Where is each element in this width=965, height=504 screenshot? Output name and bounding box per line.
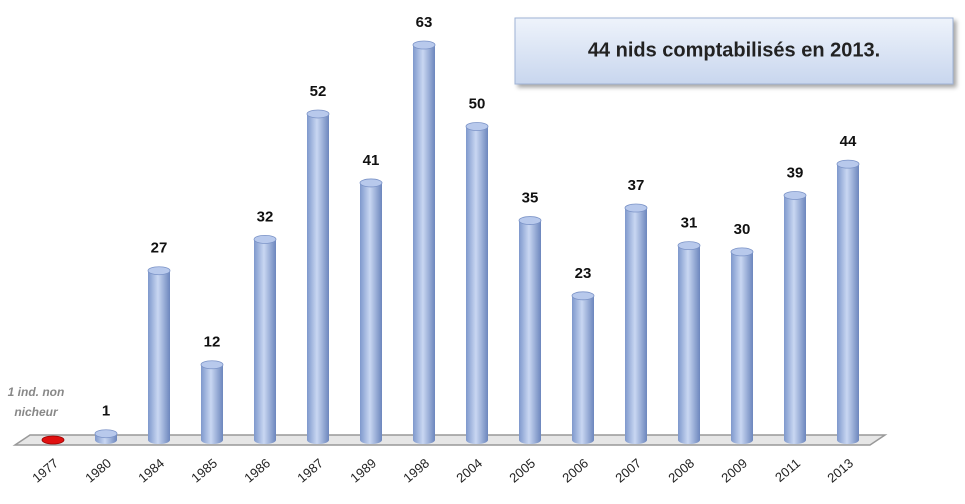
floor <box>12 434 888 446</box>
x-tick-label: 1998 <box>400 455 432 485</box>
bar-top <box>412 40 436 50</box>
bar <box>678 245 700 440</box>
bar <box>837 164 859 440</box>
x-tick-label: 2009 <box>718 455 750 485</box>
value-label: 31 <box>681 215 698 232</box>
x-tick-label: 1985 <box>188 455 220 485</box>
value-label: 37 <box>628 177 645 194</box>
bar <box>519 220 541 440</box>
bar-top <box>200 360 224 370</box>
x-tick-label: 2004 <box>453 455 485 485</box>
bar-top <box>518 216 542 225</box>
value-label: 63 <box>416 14 433 31</box>
bar <box>307 113 329 440</box>
value-label: 39 <box>787 164 804 181</box>
value-label: 52 <box>310 83 327 100</box>
x-tick-label: 2011 <box>772 455 803 484</box>
bar <box>254 239 276 440</box>
chart-title: 44 nids comptabilisés en 2013. <box>588 39 880 61</box>
bar <box>148 270 170 440</box>
bar-top <box>730 247 754 257</box>
annotation: 1 ind. non <box>8 385 65 399</box>
bar-top <box>677 241 701 251</box>
bar <box>625 208 647 440</box>
bar-top <box>359 178 383 188</box>
bar-top <box>253 234 277 244</box>
x-tick-label: 2008 <box>665 455 697 485</box>
bar-top <box>836 159 860 169</box>
x-tick-label: 1980 <box>82 455 114 485</box>
bar-top <box>41 435 65 445</box>
value-label: 12 <box>204 334 221 351</box>
bar-top <box>306 109 330 119</box>
value-label: 23 <box>575 265 592 282</box>
x-tick-label: 1987 <box>294 455 326 485</box>
bar <box>572 295 594 440</box>
x-tick-label: 2013 <box>824 455 856 485</box>
value-label: 27 <box>151 240 168 257</box>
bar-top <box>94 429 118 439</box>
bar <box>731 251 753 440</box>
x-tick-label: 1984 <box>135 455 167 485</box>
bar <box>784 195 806 440</box>
x-tick-label: 2006 <box>559 455 591 485</box>
bar-top <box>571 291 595 301</box>
x-tick-label: 1989 <box>347 455 379 485</box>
value-label: 30 <box>734 221 751 238</box>
bar-top <box>783 191 807 200</box>
bar <box>201 364 223 440</box>
x-tick-label: 2005 <box>506 455 538 485</box>
bar-top <box>465 122 489 131</box>
value-label: 35 <box>522 190 539 207</box>
value-label: 44 <box>840 133 857 150</box>
value-label: 41 <box>363 152 380 169</box>
bar <box>413 45 435 440</box>
x-tick-label: 1986 <box>241 455 273 485</box>
bar <box>466 126 488 440</box>
title-box <box>514 17 954 85</box>
value-label: 50 <box>469 95 486 112</box>
annotation: nicheur <box>14 405 59 419</box>
bar <box>360 182 382 440</box>
value-label: 32 <box>257 208 274 225</box>
x-tick-label: 1977 <box>29 455 61 485</box>
bar-top <box>147 266 171 276</box>
bar-top <box>624 203 648 213</box>
x-tick-label: 2007 <box>612 455 644 485</box>
value-label: 1 <box>102 403 110 420</box>
